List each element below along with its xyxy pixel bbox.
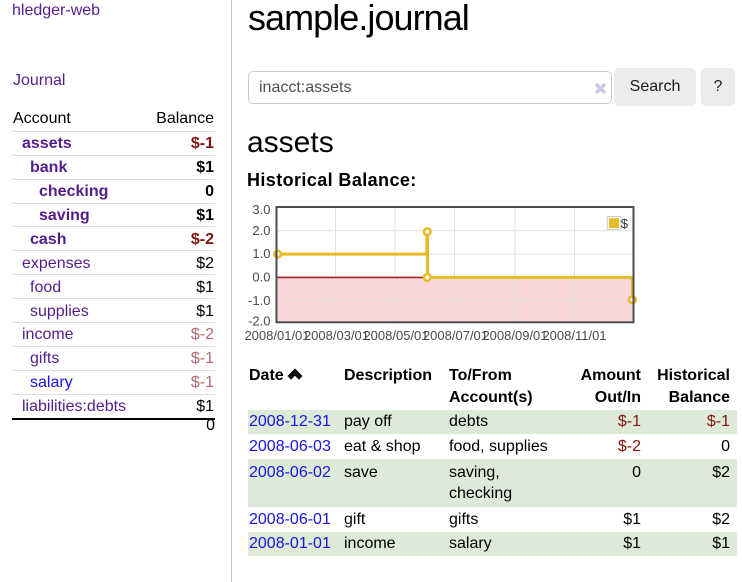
svg-text:3.0: 3.0 xyxy=(252,202,270,217)
svg-text:2008/11/01: 2008/11/01 xyxy=(542,328,606,343)
svg-text:1.0: 1.0 xyxy=(252,246,270,261)
svg-text:2008/03/01: 2008/03/01 xyxy=(304,328,369,343)
svg-text:2008/01/01: 2008/01/01 xyxy=(244,328,309,343)
svg-text:-2.0: -2.0 xyxy=(248,314,270,329)
svg-text:-1.0: -1.0 xyxy=(248,293,270,308)
svg-text:$: $ xyxy=(621,216,629,231)
svg-text:2008/07/01: 2008/07/01 xyxy=(423,328,488,343)
svg-text:2008/05/01: 2008/05/01 xyxy=(363,328,428,343)
svg-text:2008/09/01: 2008/09/01 xyxy=(482,328,547,343)
svg-text:2.0: 2.0 xyxy=(252,223,270,238)
svg-text:0.0: 0.0 xyxy=(252,270,270,285)
